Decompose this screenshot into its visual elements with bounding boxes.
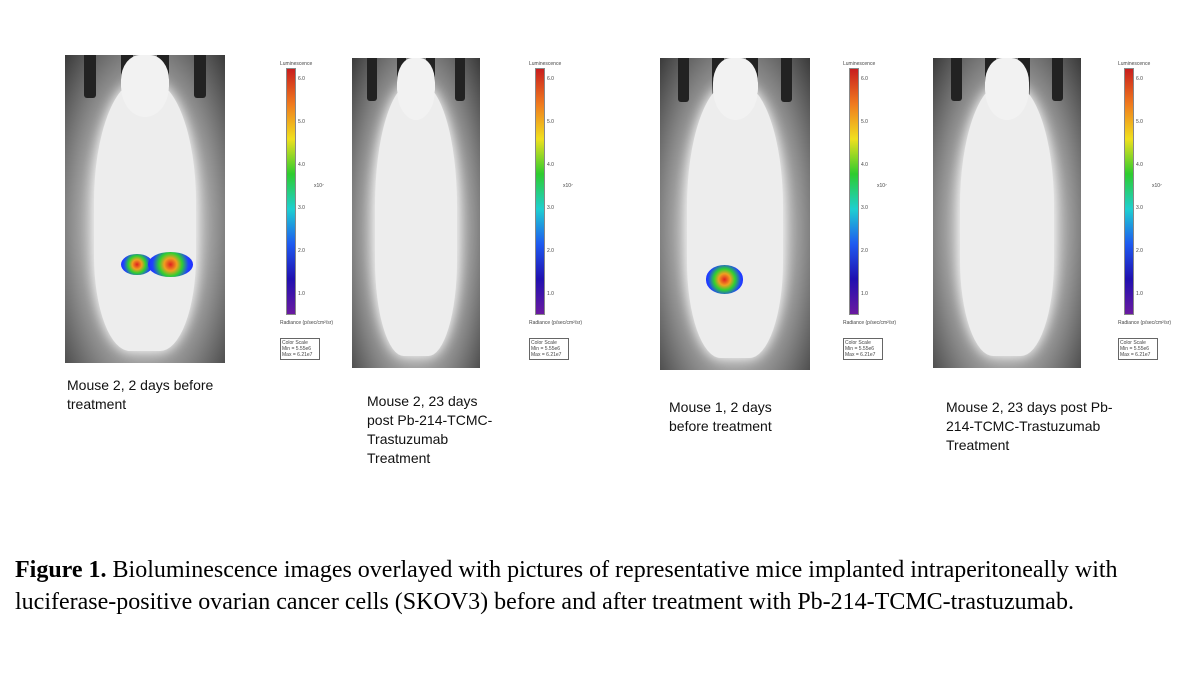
scale-title: Luminescence [843, 61, 876, 67]
bioluminescence-signal [148, 252, 193, 277]
scale-exponent: x10⁷ [877, 183, 887, 189]
mouse-head [396, 58, 436, 120]
scale-units: Radiance (p/sec/cm²/sr) [843, 320, 897, 326]
scale-title: Luminescence [280, 61, 313, 67]
scale-tick: 1.0 [547, 291, 554, 297]
panel-caption: Mouse 2, 23 days post Pb-214-TCMC-Trastu… [367, 393, 493, 466]
bioluminescence-signal [121, 253, 153, 276]
scale-exponent: x10⁷ [314, 183, 324, 189]
scale-tick: 3.0 [1136, 205, 1143, 211]
scale-range-box: Color Scale Min = 5.55e6 Max = 6.21e7 [280, 338, 320, 360]
mouse-head [984, 58, 1030, 120]
figure-caption-text: Bioluminescence images overlayed with pi… [15, 557, 1118, 615]
figure-label: Figure 1. [15, 557, 107, 583]
scale-tick: 4.0 [1136, 162, 1143, 168]
scale-range-box: Color Scale Min = 5.55e6 Max = 6.21e7 [1118, 338, 1158, 360]
scale-tick: 1.0 [861, 291, 868, 297]
scale-range-box: Color Scale Min = 5.55e6 Max = 6.21e7 [843, 338, 883, 360]
scale-tick: 6.0 [547, 76, 554, 82]
color-scale: Luminescence 6.0 5.0 4.0 3.0 2.0 1.0 x10⁷ Radi… [278, 58, 348, 378]
color-scale: Luminescence 6.0 5.0 4.0 3.0 2.0 1.0 x10⁷ Radi… [1116, 58, 1186, 378]
color-bar [286, 68, 296, 315]
mouse-head [121, 55, 169, 117]
mouse-image [65, 55, 225, 363]
bioluminescence-signal [705, 265, 744, 294]
color-bar [849, 68, 859, 315]
box-title: Color Scale [282, 340, 308, 346]
scale-tick: 6.0 [298, 76, 305, 82]
scale-tick: 1.0 [1136, 291, 1143, 297]
mouse-image [660, 58, 810, 370]
box-title: Color Scale [845, 340, 871, 346]
scale-tick: 2.0 [861, 248, 868, 254]
scale-tick: 5.0 [298, 119, 305, 125]
scale-title: Luminescence [1118, 61, 1151, 67]
scale-min: Min = 5.55e6 [282, 346, 312, 352]
scale-tick: 4.0 [298, 162, 305, 168]
box-title: Color Scale [531, 340, 557, 346]
scale-units: Radiance (p/sec/cm²/sr) [280, 320, 334, 326]
scale-tick: 5.0 [1136, 119, 1143, 125]
panel-caption: Mouse 2, 23 days post Pb-214-TCMC-Trastu… [946, 399, 1113, 453]
mouse-body [687, 82, 783, 358]
scale-min: Min = 5.55e6 [1120, 346, 1150, 352]
scale-max: Max = 6.21e7 [845, 352, 876, 358]
scale-tick: 1.0 [298, 291, 305, 297]
scale-min: Min = 5.55e6 [531, 346, 561, 352]
mouse-image [933, 58, 1081, 368]
panel-caption: Mouse 1, 2 days before treatment [669, 399, 772, 434]
scale-tick: 3.0 [298, 205, 305, 211]
color-bar [1124, 68, 1134, 315]
scale-units: Radiance (p/sec/cm²/sr) [529, 320, 583, 326]
scale-tick: 2.0 [547, 248, 554, 254]
mouse-body [959, 82, 1055, 356]
mouse-image [352, 58, 480, 368]
scale-max: Max = 6.21e7 [282, 352, 313, 358]
scale-tick: 3.0 [547, 205, 554, 211]
scale-units: Radiance (p/sec/cm²/sr) [1118, 320, 1172, 326]
panel-caption: Mouse 2, 2 days before treatment [67, 377, 214, 412]
scale-tick: 2.0 [1136, 248, 1143, 254]
color-scale: Luminescence 6.0 5.0 4.0 3.0 2.0 1.0 x10⁷ Radi… [527, 58, 597, 378]
color-scale: Luminescence 6.0 5.0 4.0 3.0 2.0 1.0 x10⁷ Radi… [841, 58, 911, 378]
mouse-body [93, 79, 197, 351]
scale-tick: 5.0 [861, 119, 868, 125]
scale-tick: 3.0 [861, 205, 868, 211]
scale-range-box: Color Scale Min = 5.55e6 Max = 6.21e7 [529, 338, 569, 360]
scale-tick: 2.0 [298, 248, 305, 254]
box-title: Color Scale [1120, 340, 1146, 346]
scale-tick: 5.0 [547, 119, 554, 125]
scale-tick: 4.0 [547, 162, 554, 168]
scale-exponent: x10⁷ [563, 183, 573, 189]
color-bar [535, 68, 545, 315]
scale-min: Min = 5.55e6 [845, 346, 875, 352]
scale-exponent: x10⁷ [1152, 183, 1162, 189]
scale-max: Max = 6.21e7 [1120, 352, 1151, 358]
scale-title: Luminescence [529, 61, 562, 67]
scale-tick: 6.0 [1136, 76, 1143, 82]
scale-tick: 4.0 [861, 162, 868, 168]
figure-caption: Figure 1. Bioluminescence images overlay… [15, 554, 1185, 618]
scale-tick: 6.0 [861, 76, 868, 82]
mouse-head [712, 58, 758, 121]
mouse-body [375, 82, 457, 356]
scale-max: Max = 6.21e7 [531, 352, 562, 358]
